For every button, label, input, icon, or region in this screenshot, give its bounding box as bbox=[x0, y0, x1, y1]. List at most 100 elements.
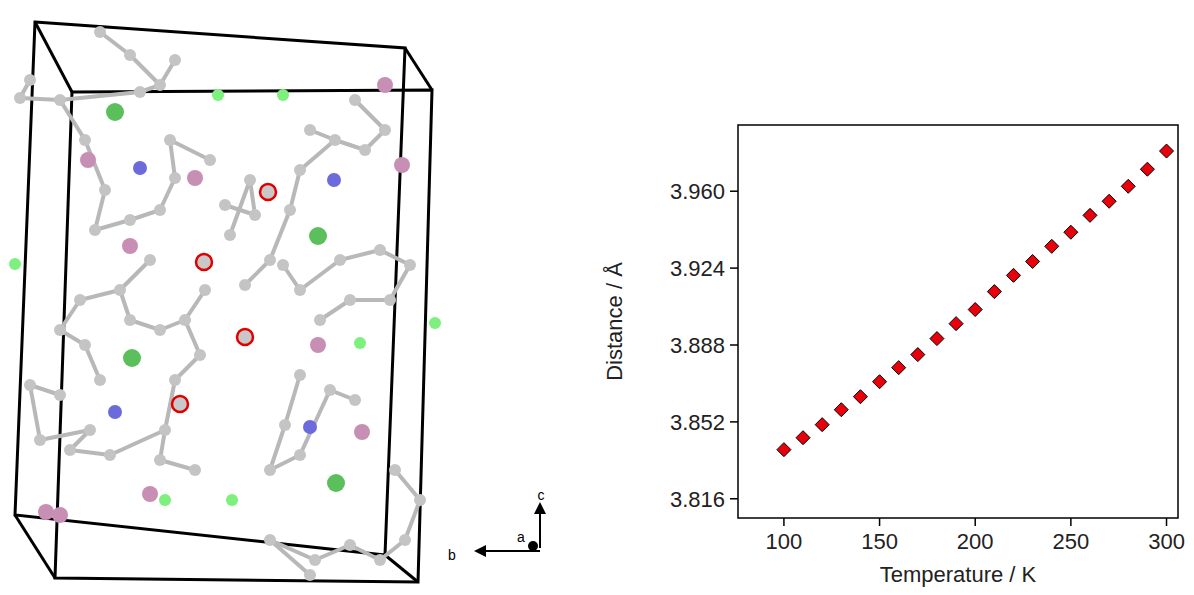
data-point bbox=[1121, 179, 1135, 193]
bond bbox=[60, 100, 85, 140]
unit-cell-edge bbox=[35, 22, 72, 92]
x-tick bbox=[879, 518, 881, 526]
axis-arrow-head bbox=[474, 545, 486, 557]
carbon-atom bbox=[414, 494, 426, 506]
figure: cba1001502002503003.8163.8523.8883.9243.… bbox=[0, 0, 1194, 595]
bond bbox=[405, 500, 420, 540]
carbon-atom bbox=[344, 539, 356, 551]
halogen-atom bbox=[122, 238, 138, 254]
carbon-atom bbox=[24, 379, 36, 391]
data-point bbox=[815, 418, 829, 432]
data-point bbox=[1026, 254, 1040, 268]
unit-cell-edge bbox=[15, 515, 55, 578]
carbon-atom bbox=[284, 204, 296, 216]
carbon-atom bbox=[154, 204, 166, 216]
carbon-atom bbox=[239, 279, 251, 291]
y-tick bbox=[730, 190, 738, 192]
data-point bbox=[892, 361, 906, 375]
carbon-atom bbox=[94, 26, 106, 38]
carbon-atom bbox=[179, 314, 191, 326]
carbon-atom bbox=[124, 314, 136, 326]
data-point bbox=[968, 303, 982, 317]
chlorine-atom bbox=[9, 258, 21, 270]
bond bbox=[300, 260, 340, 290]
y-tick-label: 3.924 bbox=[670, 256, 725, 281]
x-tick bbox=[783, 518, 785, 526]
carbon-atom bbox=[144, 254, 156, 266]
axis-label: c bbox=[538, 487, 545, 503]
chlorine-atom bbox=[277, 89, 289, 101]
carbon-atom bbox=[24, 74, 36, 86]
x-tick-label: 150 bbox=[861, 529, 898, 554]
carbon-atom bbox=[384, 294, 396, 306]
carbon-atom bbox=[294, 284, 306, 296]
metal-atom bbox=[327, 474, 345, 492]
bond bbox=[290, 170, 300, 210]
carbon-atom bbox=[74, 294, 86, 306]
carbon-atom bbox=[304, 569, 316, 581]
halogen-atom bbox=[310, 337, 326, 353]
unit-cell-edge bbox=[405, 48, 432, 90]
carbon-atom bbox=[374, 244, 386, 256]
carbon-atom bbox=[264, 534, 276, 546]
chlorine-atom bbox=[354, 337, 366, 349]
x-tick-label: 300 bbox=[1148, 529, 1185, 554]
axis-label: b bbox=[448, 547, 456, 563]
oxygen-atom bbox=[172, 396, 188, 412]
carbon-atom bbox=[204, 154, 216, 166]
x-tick bbox=[1166, 518, 1168, 526]
nitrogen-atom bbox=[133, 161, 147, 175]
carbon-atom bbox=[79, 134, 91, 146]
halogen-atom bbox=[187, 170, 203, 186]
carbon-atom bbox=[99, 184, 111, 196]
data-point bbox=[1160, 144, 1174, 158]
carbon-atom bbox=[159, 424, 171, 436]
metal-atom bbox=[309, 227, 327, 245]
bond bbox=[130, 55, 160, 85]
carbon-atom bbox=[277, 259, 289, 271]
nitrogen-atom bbox=[108, 405, 122, 419]
halogen-atom bbox=[52, 507, 68, 523]
unit-cell-front bbox=[55, 90, 432, 582]
axis-label: a bbox=[517, 529, 525, 545]
bond bbox=[170, 140, 210, 160]
y-tick bbox=[730, 498, 738, 500]
carbon-atom bbox=[124, 49, 136, 61]
carbon-atom bbox=[294, 449, 306, 461]
carbon-atom bbox=[389, 464, 401, 476]
bond bbox=[70, 450, 110, 455]
carbon-atom bbox=[54, 324, 66, 336]
x-tick-label: 200 bbox=[957, 529, 994, 554]
carbon-atom bbox=[134, 86, 146, 98]
carbon-atom bbox=[189, 464, 201, 476]
carbon-atom bbox=[154, 454, 166, 466]
carbon-atom bbox=[359, 144, 371, 156]
bond bbox=[270, 210, 290, 260]
carbon-atom bbox=[294, 164, 306, 176]
axis-arrow-dot bbox=[528, 541, 538, 551]
carbon-atom bbox=[379, 124, 391, 136]
carbon-atom bbox=[164, 134, 176, 146]
carbon-atom bbox=[224, 229, 236, 241]
data-point bbox=[796, 431, 810, 445]
oxygen-atom bbox=[196, 254, 212, 270]
x-tick-label: 250 bbox=[1053, 529, 1090, 554]
nitrogen-atom bbox=[303, 420, 317, 434]
x-tick bbox=[974, 518, 976, 526]
carbon-atom bbox=[199, 284, 211, 296]
carbon-atom bbox=[64, 444, 76, 456]
carbon-atom bbox=[244, 174, 256, 186]
data-point bbox=[1064, 225, 1078, 239]
carbon-atom bbox=[84, 424, 96, 436]
bond bbox=[270, 540, 310, 575]
carbon-atom bbox=[329, 134, 341, 146]
bond bbox=[80, 290, 120, 300]
carbon-atom bbox=[169, 54, 181, 66]
carbon-atom bbox=[154, 79, 166, 91]
carbon-atom bbox=[54, 389, 66, 401]
carbon-atom bbox=[264, 254, 276, 266]
nitrogen-atom bbox=[327, 173, 341, 187]
halogen-atom bbox=[377, 77, 393, 93]
data-point bbox=[911, 348, 925, 362]
chlorine-atom bbox=[159, 494, 171, 506]
